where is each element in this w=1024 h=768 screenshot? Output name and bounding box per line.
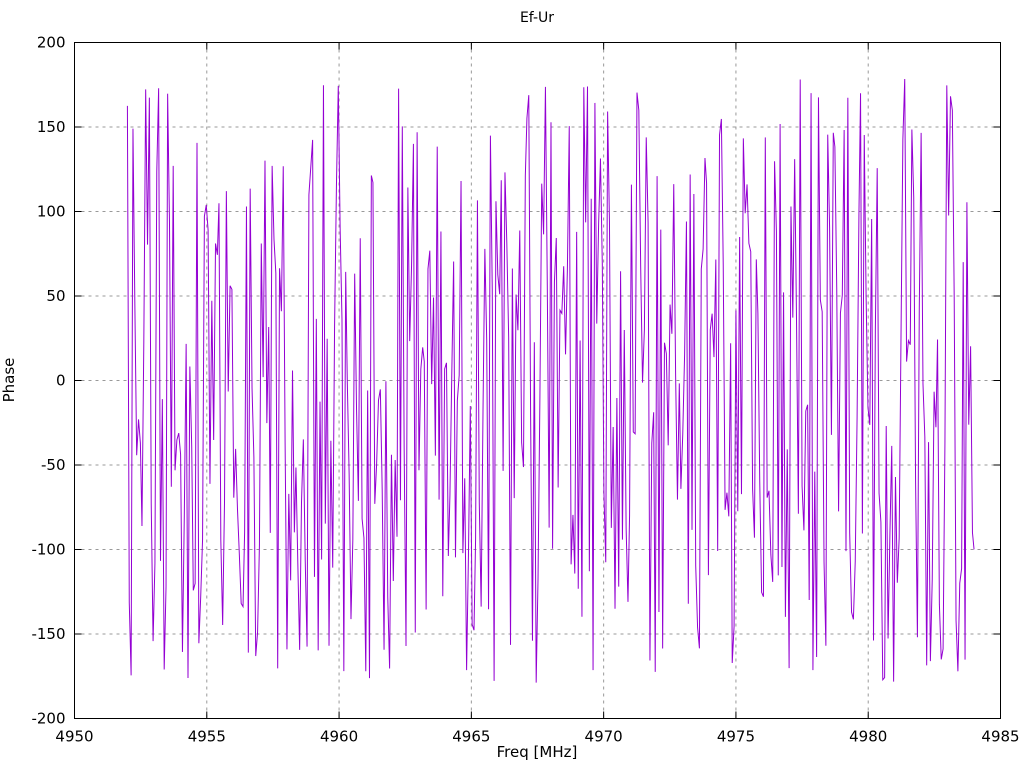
y-tick-label: 0 [56,372,66,390]
x-tick-label: 4955 [188,728,226,746]
y-axis-title: Phase [0,358,18,403]
chart-title: Ef-Ur [520,10,554,26]
y-tick-label: -100 [31,541,65,559]
y-tick-label: 150 [37,118,66,136]
axis-ticks [74,42,1001,719]
x-tick-label: 4950 [55,728,93,746]
y-tick-label: -150 [31,625,65,643]
x-tick-label: 4970 [585,728,623,746]
y-tick-label: -50 [41,456,66,474]
x-tick-label: 4960 [320,728,358,746]
data-series-layer [126,78,975,683]
y-tick-label: 200 [37,34,66,52]
x-axis-title: Freq [MHz] [497,743,578,761]
data-series-line [126,78,975,683]
grid-lines [74,42,1001,719]
y-tick-label: 50 [46,287,65,305]
y-tick-label: 100 [37,203,66,221]
x-tick-label: 4985 [981,728,1019,746]
x-tick-label: 4965 [452,728,490,746]
axis-tick-labels: -200 -150 -100 -50 0 50 100 150 200 4950 4955 4960 4… [31,34,1019,746]
y-tick-label: -200 [31,710,65,728]
x-tick-label: 4980 [849,728,887,746]
x-tick-label: 4975 [717,728,755,746]
